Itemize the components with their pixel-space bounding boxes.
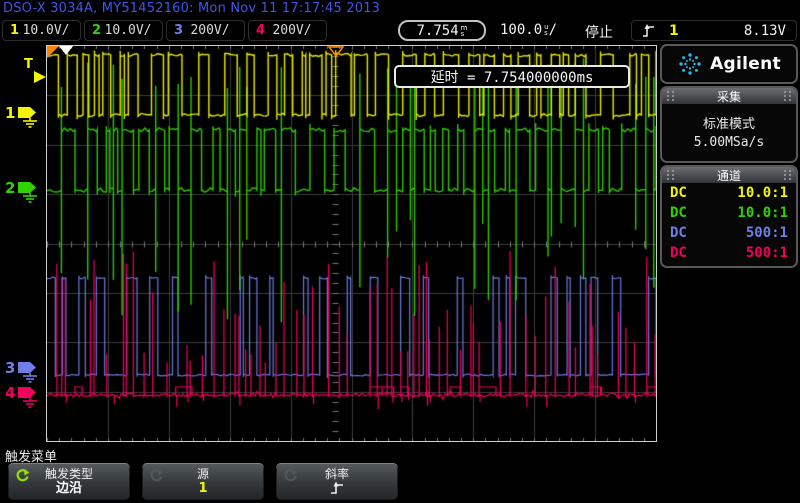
ch3-scale: 200V/ <box>190 23 230 38</box>
grip-icon <box>783 91 791 101</box>
rising-edge-icon <box>331 481 343 494</box>
trigger-level: 8.13V <box>743 22 786 39</box>
softkey-label: 斜率 <box>324 466 349 481</box>
softkey-value: 1 <box>198 481 208 496</box>
acquisition-header[interactable]: 采集 <box>662 88 796 104</box>
ch1-scale: 10.0V/ <box>22 23 70 38</box>
grip-icon <box>667 91 674 101</box>
channel-row-1: DC 10.0:1 <box>662 183 796 203</box>
brand-panel: Agilent <box>660 44 798 84</box>
svg-text:1: 1 <box>5 104 15 122</box>
probe-ratio: 500:1 <box>745 245 788 261</box>
window-title: DSO-X 3034A, MY51452160: Mon Nov 11 17:1… <box>3 1 381 16</box>
grip-icon <box>667 170 674 180</box>
trigger-offscreen-marker <box>47 46 59 58</box>
softkey-trigger-source[interactable]: 源 1 <box>142 463 264 500</box>
ch3-number: 3 <box>174 23 184 38</box>
time-ref-marker <box>59 46 73 55</box>
softkey-label: 触发类型 <box>44 467 93 481</box>
ch1-number: 1 <box>10 23 20 38</box>
delay-value: 7.754 <box>416 22 459 39</box>
svg-text:2: 2 <box>5 179 15 197</box>
softkey-trigger-slope[interactable]: 斜率 <box>276 463 398 500</box>
cycle-icon <box>16 469 30 482</box>
probe-ratio: 10.0:1 <box>737 205 788 221</box>
sample-rate: 5.00MSa/s <box>693 135 765 150</box>
ch2-number: 2 <box>92 23 102 38</box>
ch4-number: 4 <box>256 23 266 38</box>
sweep-value: 100.0 <box>500 22 543 38</box>
probe-ratio: 500:1 <box>745 225 788 241</box>
trigger-status[interactable]: 1 8.13V <box>631 20 797 41</box>
cycle-icon <box>284 469 298 482</box>
svg-text:3: 3 <box>5 359 15 377</box>
coupling: DC <box>670 225 687 241</box>
trigger-level-marker[interactable]: T <box>20 55 46 85</box>
waveform-canvas <box>47 46 656 441</box>
sweep-suffix: / <box>548 22 558 38</box>
channel-row-2: DC 10.0:1 <box>662 203 796 223</box>
acquisition-title: 采集 <box>716 89 741 104</box>
softkey-label: 源 <box>196 467 209 481</box>
ch4-status[interactable]: 4 200V/ <box>248 20 327 41</box>
ch3-ground-marker[interactable]: 3 <box>0 357 46 384</box>
channels-header[interactable]: 通道 <box>662 167 796 183</box>
agilent-spark-icon <box>679 53 701 75</box>
softkey-value <box>330 481 344 497</box>
ch1-status[interactable]: 1 10.0V/ <box>2 20 81 41</box>
softkey-trigger-type[interactable]: 触发类型 边沿 <box>8 463 130 500</box>
acquisition-mode: 标准模式 <box>702 117 755 132</box>
coupling: DC <box>670 245 687 261</box>
ch4-ground-marker[interactable]: 4 <box>0 382 46 409</box>
ch4-scale: 200V/ <box>272 23 312 38</box>
run-state-label: 停止 <box>585 25 613 41</box>
menu-title: 触发菜单 <box>5 450 58 465</box>
waveform-display <box>46 45 657 442</box>
ch2-status[interactable]: 2 10.0V/ <box>84 20 163 41</box>
ch1-ground-marker[interactable]: 1 <box>0 102 46 129</box>
svg-text:4: 4 <box>5 384 15 402</box>
channel-row-4: DC 500:1 <box>662 243 796 263</box>
channel-row-3: DC 500:1 <box>662 223 796 243</box>
ch2-scale: 10.0V/ <box>104 23 152 38</box>
coupling: DC <box>670 185 687 201</box>
ch3-status[interactable]: 3 200V/ <box>166 20 245 41</box>
delay-position-marker <box>328 46 344 57</box>
channels-panel: 通道 DC 10.0:1 DC 10.0:1 DC 500:1 DC 500:1 <box>660 165 798 268</box>
grip-icon <box>783 170 791 180</box>
acquisition-panel: 采集 标准模式 5.00MSa/s <box>660 86 798 163</box>
trigger-source: 1 <box>669 22 679 39</box>
probe-ratio: 10.0:1 <box>737 185 788 201</box>
softkey-value: 边沿 <box>55 481 82 496</box>
coupling: DC <box>670 205 687 221</box>
svg-text:T: T <box>24 57 33 72</box>
rising-edge-icon <box>643 24 654 37</box>
ch2-ground-marker[interactable]: 2 <box>0 177 46 204</box>
channels-title: 通道 <box>716 168 741 183</box>
cycle-icon <box>150 469 164 482</box>
brand-name: Agilent <box>710 54 781 74</box>
delay-annotation: 延时 = 7.754000000ms <box>394 65 630 88</box>
